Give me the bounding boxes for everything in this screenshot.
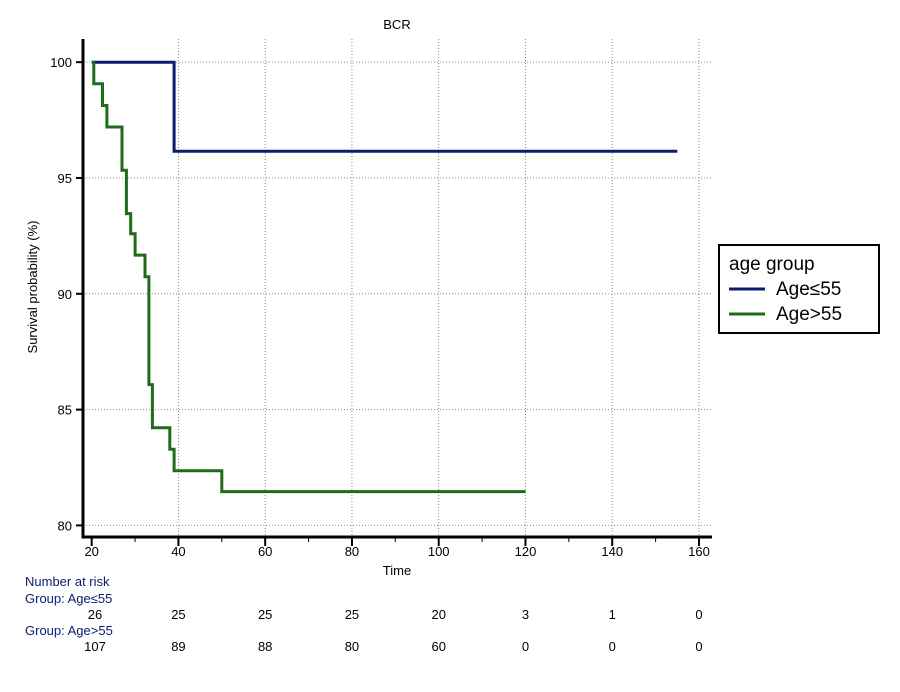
series-line-0 [91,60,678,153]
y-tick-label-85: 85 [58,403,72,418]
risk-group-label-age-le-55: Group: Age≤55 [25,591,112,606]
risk-value-1-120: 0 [522,639,529,654]
risk-table-heading: Number at risk [25,574,110,589]
y-tick-label-80: 80 [58,518,72,533]
risk-value-0-160: 0 [695,607,702,622]
x-tick-label-140: 140 [601,544,623,559]
risk-value-1-40: 89 [171,639,185,654]
grid-lines [83,39,712,537]
series-line-1 [91,60,526,494]
risk-value-1-160: 0 [695,639,702,654]
risk-value-1-20: 107 [84,639,106,654]
risk-value-0-120: 3 [522,607,529,622]
x-tick-labels: 20 40 60 80 100 120 140 160 [84,544,709,559]
x-tick-label-160: 160 [688,544,710,559]
series-lines [91,60,678,494]
risk-row-age-le-55: 26 25 25 25 20 3 1 0 [88,607,703,622]
risk-value-0-60: 25 [258,607,272,622]
risk-table: Number at risk Group: Age≤55 26 25 25 25 20 3… [25,574,703,654]
axes [76,39,712,546]
x-tick-label-100: 100 [428,544,450,559]
y-axis-title: Survival probability (%) [25,221,40,354]
risk-value-0-20: 26 [88,607,102,622]
x-tick-label-60: 60 [258,544,272,559]
risk-value-1-60: 88 [258,639,272,654]
x-tick-label-40: 40 [171,544,185,559]
x-tick-label-20: 20 [84,544,98,559]
y-tick-label-100: 100 [50,55,72,70]
x-axis-title: Time [383,563,411,578]
y-tick-label-95: 95 [58,171,72,186]
risk-group-label-age-gt-55: Group: Age>55 [25,623,113,638]
y-tick-labels: 80 85 90 95 100 [50,55,72,533]
risk-value-0-40: 25 [171,607,185,622]
legend: age group Age≤55 Age>55 [718,244,880,334]
x-tick-label-120: 120 [515,544,537,559]
risk-value-1-140: 0 [609,639,616,654]
risk-value-0-80: 25 [345,607,359,622]
risk-value-1-80: 80 [345,639,359,654]
risk-row-age-gt-55: 107 89 88 80 60 0 0 0 [84,639,702,654]
risk-value-0-100: 20 [431,607,445,622]
legend-label-age-le-55: Age≤55 [776,279,841,300]
legend-title: age group [729,254,815,275]
legend-label-age-gt-55: Age>55 [776,304,842,325]
risk-value-1-100: 60 [431,639,445,654]
y-tick-label-90: 90 [58,287,72,302]
chart-title: BCR [383,17,410,32]
x-tick-label-80: 80 [345,544,359,559]
risk-value-0-140: 1 [609,607,616,622]
